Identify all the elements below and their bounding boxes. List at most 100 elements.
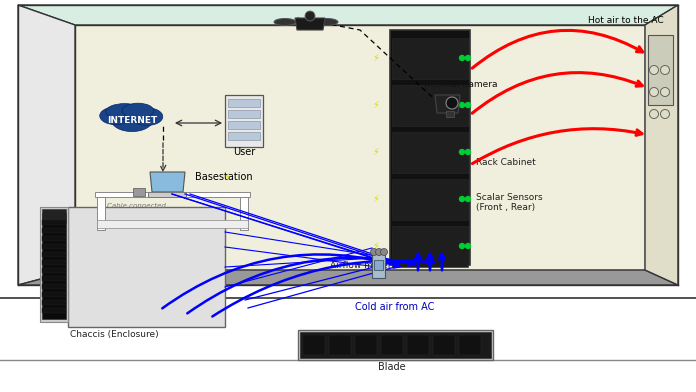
Circle shape: [649, 87, 658, 96]
Circle shape: [661, 65, 670, 74]
Bar: [355, 335, 377, 355]
Circle shape: [370, 249, 377, 256]
Bar: [42, 292, 66, 297]
Bar: [446, 111, 454, 117]
Circle shape: [376, 249, 383, 256]
Bar: [97, 220, 248, 228]
Polygon shape: [18, 5, 678, 25]
Text: ⚡: ⚡: [372, 100, 379, 110]
Text: ⚡: ⚡: [223, 172, 230, 182]
Polygon shape: [18, 5, 75, 285]
Bar: [42, 236, 66, 241]
Polygon shape: [645, 5, 678, 285]
Bar: [240, 197, 248, 230]
Bar: [40, 207, 68, 322]
Bar: [42, 244, 66, 249]
Bar: [42, 213, 66, 319]
Circle shape: [459, 196, 464, 201]
Text: Rack Cabinet: Rack Cabinet: [476, 158, 536, 167]
Circle shape: [661, 87, 670, 96]
Circle shape: [459, 56, 464, 60]
Text: Blade: Blade: [378, 362, 406, 372]
Text: Scalar Sensors
(Front , Rear): Scalar Sensors (Front , Rear): [476, 192, 543, 212]
Text: Airflow meter: Airflow meter: [330, 261, 391, 270]
Text: ⚡: ⚡: [372, 53, 379, 63]
Text: Thermal Camera: Thermal Camera: [422, 80, 498, 89]
Circle shape: [446, 97, 458, 109]
Circle shape: [466, 149, 470, 154]
Bar: [392, 85, 468, 126]
Ellipse shape: [111, 109, 152, 132]
Ellipse shape: [122, 103, 154, 118]
Ellipse shape: [106, 103, 143, 120]
Polygon shape: [150, 172, 185, 192]
Bar: [228, 121, 260, 129]
Text: Cable connected: Cable connected: [107, 203, 166, 209]
Bar: [390, 30, 470, 265]
Text: INTERNET: INTERNET: [107, 116, 157, 125]
Bar: [372, 250, 385, 278]
Circle shape: [661, 109, 670, 118]
Bar: [392, 132, 468, 173]
Circle shape: [466, 243, 470, 249]
Circle shape: [459, 243, 464, 249]
Bar: [303, 335, 325, 355]
Bar: [228, 132, 260, 140]
Bar: [459, 335, 481, 355]
Circle shape: [466, 196, 470, 201]
Bar: [133, 188, 145, 196]
Bar: [298, 330, 493, 360]
Bar: [42, 300, 66, 305]
Bar: [42, 209, 66, 223]
Polygon shape: [295, 18, 325, 30]
Bar: [228, 99, 260, 107]
Polygon shape: [18, 270, 678, 285]
Bar: [392, 226, 468, 267]
Bar: [648, 35, 673, 105]
Bar: [42, 268, 66, 273]
Text: Hot air to the AC: Hot air to the AC: [588, 16, 663, 25]
Bar: [68, 207, 225, 327]
Circle shape: [649, 109, 658, 118]
Ellipse shape: [132, 108, 163, 125]
Bar: [42, 220, 66, 225]
Bar: [228, 110, 260, 118]
Text: ⚡: ⚡: [372, 194, 379, 204]
Bar: [42, 276, 66, 281]
Text: Chaccis (Enclosure): Chaccis (Enclosure): [70, 330, 159, 339]
Circle shape: [459, 149, 464, 154]
Bar: [148, 192, 186, 197]
Bar: [42, 252, 66, 257]
Text: Cold air from AC: Cold air from AC: [355, 302, 434, 312]
Ellipse shape: [316, 18, 338, 25]
Bar: [42, 308, 66, 313]
Bar: [42, 284, 66, 289]
Circle shape: [466, 102, 470, 107]
Bar: [42, 228, 66, 233]
Text: ⚡: ⚡: [372, 241, 379, 251]
Text: ⚡: ⚡: [372, 147, 379, 157]
Bar: [225, 95, 263, 147]
Circle shape: [459, 102, 464, 107]
Bar: [407, 335, 429, 355]
Bar: [97, 197, 105, 230]
Bar: [42, 260, 66, 265]
Bar: [300, 332, 491, 358]
Polygon shape: [95, 192, 250, 197]
Circle shape: [381, 249, 388, 256]
Ellipse shape: [100, 107, 132, 125]
Bar: [374, 260, 383, 270]
Bar: [329, 335, 351, 355]
Polygon shape: [75, 25, 645, 270]
Bar: [392, 179, 468, 220]
Bar: [381, 335, 403, 355]
Circle shape: [649, 65, 658, 74]
Bar: [392, 38, 468, 79]
Polygon shape: [435, 95, 460, 113]
Circle shape: [305, 11, 315, 21]
Text: User: User: [233, 147, 255, 157]
Circle shape: [466, 56, 470, 60]
Bar: [433, 335, 455, 355]
Text: Basestation: Basestation: [195, 172, 253, 182]
Ellipse shape: [274, 18, 296, 25]
